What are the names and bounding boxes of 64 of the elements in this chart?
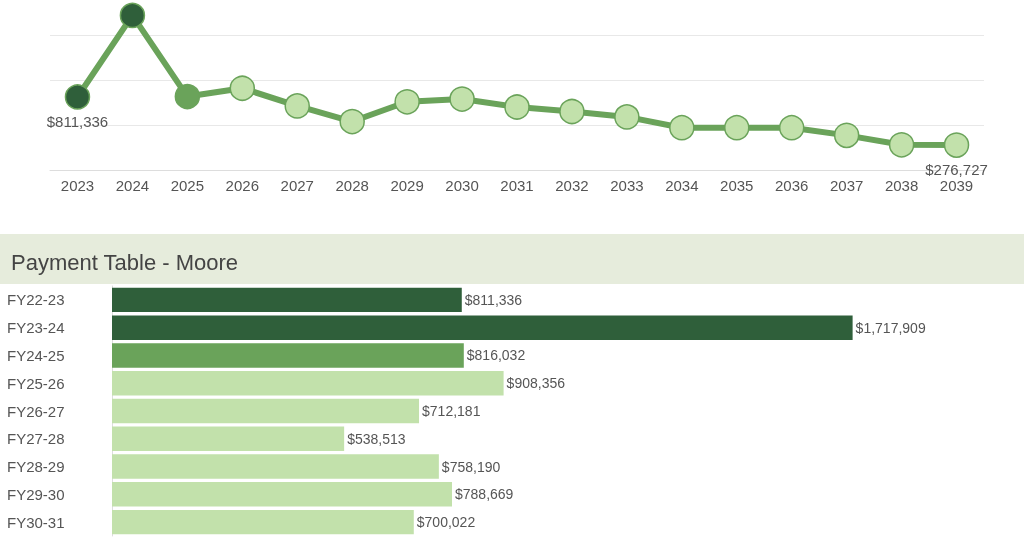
y-tick-label: FY30-31 (7, 513, 65, 531)
data-label: $811,336 (464, 291, 523, 308)
x-tick-label: 2038 (884, 177, 919, 194)
x-tick-label: 2035 (720, 177, 754, 194)
bar (112, 398, 420, 424)
x-tick-label: 2026 (225, 177, 259, 194)
chart-title: Payment Table - Moore (11, 249, 239, 275)
data-label: $1,717,909 (855, 319, 926, 336)
x-tick-label: 2023 (60, 177, 95, 194)
data-label: $712,181 (422, 403, 481, 419)
data-label: $811,336 (46, 112, 109, 130)
bar (112, 454, 439, 479)
x-tick-label: 2039 (939, 177, 974, 194)
y-tick-label: FY26-27 (7, 402, 65, 420)
x-tick-label: 2030 (445, 177, 479, 194)
point (64, 84, 91, 110)
y-tick-label: FY27-28 (7, 430, 65, 448)
data-label: $908,356 (506, 375, 566, 392)
x-tick-label: 2024 (115, 177, 150, 194)
point (614, 104, 640, 130)
bar (112, 509, 414, 535)
y-tick-label: FY23-24 (7, 319, 65, 337)
point (943, 132, 970, 158)
bar (112, 287, 462, 313)
x-tick-label: 2034 (665, 177, 699, 194)
x-tick-label: 2036 (775, 177, 809, 194)
point (833, 122, 860, 149)
data-label: $538,513 (347, 430, 406, 447)
point (119, 2, 146, 29)
bar (112, 343, 464, 368)
x-tick-label: 2032 (555, 177, 589, 194)
x-tick-label: 2037 (829, 177, 864, 194)
bar (112, 371, 504, 396)
bar (112, 315, 853, 340)
data-label: $816,032 (466, 347, 526, 364)
x-tick-label: 2027 (280, 177, 314, 194)
x-tick-label: 2025 (170, 177, 205, 194)
x-tick-label: 2033 (610, 177, 644, 194)
data-label: $758,190 (441, 458, 501, 475)
y-tick-label: FY25-26 (7, 374, 65, 392)
bar (112, 482, 452, 507)
point (174, 83, 201, 110)
y-tick-label: FY22-23 (7, 291, 65, 309)
y-tick-label: FY28-29 (7, 458, 65, 476)
point (339, 108, 365, 135)
point (778, 114, 805, 141)
data-label: $276,727 (925, 160, 988, 178)
x-tick-label: 2031 (500, 177, 534, 194)
point (284, 93, 310, 119)
point (669, 114, 695, 141)
point (724, 114, 750, 141)
point (504, 94, 530, 120)
y-tick-label: FY29-30 (7, 485, 65, 503)
point (394, 89, 420, 115)
x-tick-label: 2029 (390, 177, 424, 194)
bar (112, 426, 345, 451)
data-label: $700,022 (416, 514, 476, 531)
data-label: $788,669 (455, 486, 514, 503)
y-tick-label: FY24-25 (7, 346, 65, 364)
point (888, 132, 915, 158)
point (559, 98, 585, 125)
x-tick-label: 2028 (335, 177, 369, 194)
point (229, 75, 256, 101)
point (449, 86, 475, 112)
